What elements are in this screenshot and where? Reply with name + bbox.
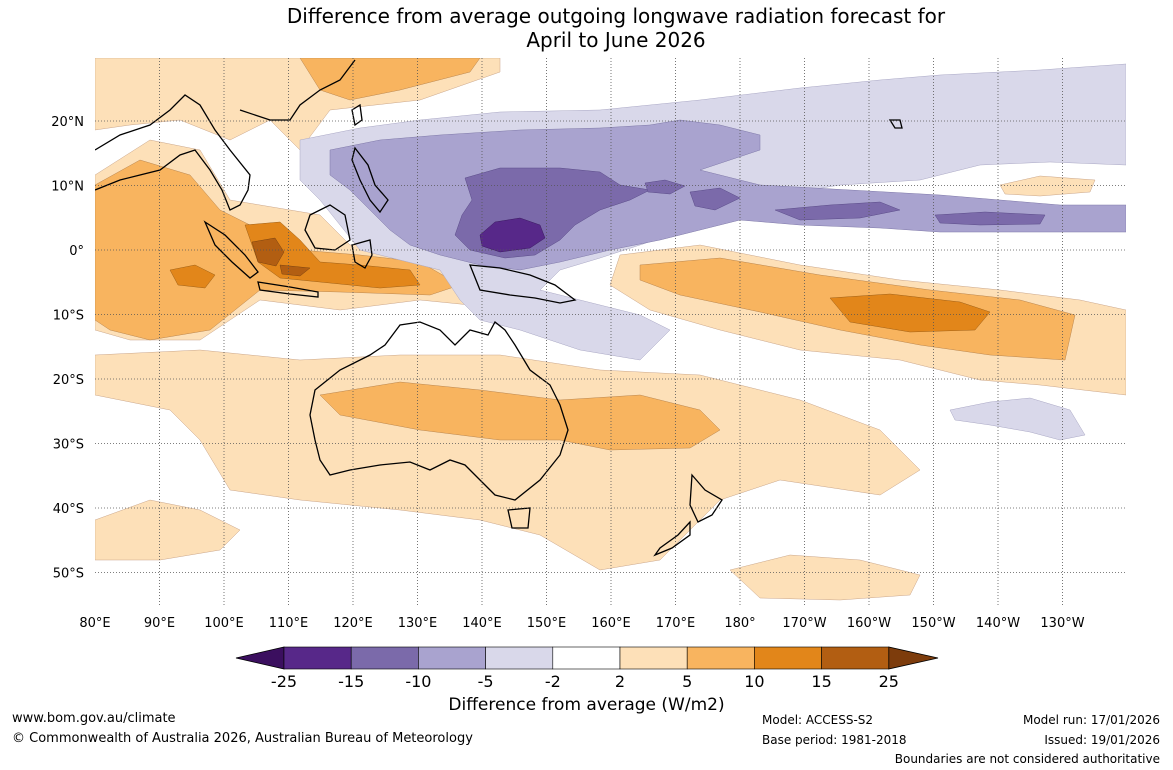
coastline-new-zealand-north xyxy=(689,473,723,523)
latitude-label: 50°S xyxy=(53,567,84,582)
negative-anomaly-light-region xyxy=(949,397,1086,441)
coastline-hawaii xyxy=(888,119,903,129)
latitude-label: 10°S xyxy=(53,309,84,324)
positive-anomaly-light-region xyxy=(95,499,241,561)
longitude-label: 180° xyxy=(724,616,755,631)
coastline-sumatra xyxy=(203,220,259,279)
longitude-label: 130°W xyxy=(1040,616,1084,631)
colorbar-ticks: -25 -15 -10 -5 -2 2 5 10 15 25 xyxy=(271,672,899,691)
longitude-label: 90°E xyxy=(144,616,175,631)
longitude-label: 110°E xyxy=(269,616,309,631)
coastline-sulawesi xyxy=(351,239,373,269)
colorbar-segment xyxy=(350,646,419,670)
colorbar-segment xyxy=(552,646,621,670)
longitude-labels: 80°E 90°E 100°E 110°E 120°E 130°E 140°E 150°E 16… xyxy=(79,616,1084,631)
longitude-label: 170°E xyxy=(656,616,696,631)
positive-anomaly-light-region xyxy=(999,175,1096,197)
longitude-label: 140°W xyxy=(976,616,1020,631)
model-name: Model: ACCESS-S2 xyxy=(762,713,874,727)
colorbar-segment xyxy=(485,646,554,670)
coastline-philippines xyxy=(351,146,389,214)
colorbar xyxy=(235,646,939,670)
anomaly-shading xyxy=(95,58,1126,601)
colorbar-segment xyxy=(418,646,486,670)
positive-anomaly-extreme-region xyxy=(251,237,285,267)
colorbar-max-arrow xyxy=(888,646,939,670)
longitude-label: 120°E xyxy=(333,616,373,631)
longitude-label: 100°E xyxy=(204,616,244,631)
colorbar-tick-label: -5 xyxy=(478,672,494,691)
positive-anomaly-strong-region xyxy=(169,264,216,289)
colorbar-tick-label: 2 xyxy=(615,672,625,691)
latitude-labels: 20°N 10°N 0° 10°S 20°S 30°S 40°S 50°S xyxy=(51,115,84,582)
positive-anomaly-medium-region xyxy=(319,381,721,451)
latitude-label: 20°N xyxy=(51,115,84,130)
colorbar-segment xyxy=(283,646,352,670)
colorbar-segment xyxy=(754,646,822,670)
longitude-label: 170°W xyxy=(782,616,826,631)
colorbar-segment xyxy=(686,646,755,670)
latitude-label: 10°N xyxy=(51,180,84,195)
base-period: Base period: 1981-2018 xyxy=(762,733,907,747)
positive-anomaly-strong-region xyxy=(829,293,991,333)
negative-anomaly-strong-region xyxy=(774,201,901,221)
positive-anomaly-light-region xyxy=(729,554,921,601)
colorbar-tick-label: -15 xyxy=(338,672,364,691)
longitude-label: 150°E xyxy=(527,616,567,631)
coastline-borneo xyxy=(304,204,351,251)
longitude-label: 80°E xyxy=(79,616,110,631)
latitude-label: 0° xyxy=(69,244,84,259)
coastline-asia-mainland xyxy=(95,94,251,211)
latitude-label: 20°S xyxy=(53,373,84,388)
colorbar-tick-label: 10 xyxy=(744,672,764,691)
longitude-label: 160°W xyxy=(847,616,891,631)
coastline-australia xyxy=(309,321,569,501)
latitude-label: 30°S xyxy=(53,438,84,453)
colorbar-segment xyxy=(619,646,688,670)
graticule xyxy=(95,58,1126,606)
colorbar-tick-label: -25 xyxy=(271,672,297,691)
negative-anomaly-extreme-region xyxy=(479,217,546,253)
longitude-label: 150°W xyxy=(911,616,955,631)
title-line-1: Difference from average outgoing longwav… xyxy=(286,4,946,28)
map-title: Difference from average outgoing longwav… xyxy=(0,4,1173,52)
model-run-date: Model run: 17/01/2026 xyxy=(1022,713,1160,727)
colorbar-tick-label: 5 xyxy=(682,672,692,691)
coastline-china xyxy=(239,59,356,121)
issued-date: Issued: 19/01/2026 xyxy=(1044,733,1160,747)
negative-anomaly-strong-region xyxy=(934,211,1046,226)
longitude-label: 140°E xyxy=(462,616,502,631)
coastline-tasmania xyxy=(507,507,531,529)
colorbar-tick-label: -2 xyxy=(545,672,561,691)
colorbar-tick-label: 25 xyxy=(879,672,899,691)
coastline-new-guinea xyxy=(468,264,577,304)
colorbar-tick-label: -10 xyxy=(405,672,431,691)
longitude-label: 160°E xyxy=(591,616,631,631)
boundaries-disclaimer: Boundaries are not considered authoritat… xyxy=(894,752,1160,766)
title-line-2: April to June 2026 xyxy=(526,28,706,52)
colorbar-segment xyxy=(821,646,890,670)
copyright-text: © Commonwealth of Australia 2026, Austra… xyxy=(12,731,473,746)
positive-anomaly-light-region xyxy=(95,349,921,571)
website-link[interactable]: www.bom.gov.au/climate xyxy=(12,711,176,726)
latitude-label: 40°S xyxy=(53,502,84,517)
coastlines xyxy=(95,59,903,557)
negative-anomaly-strong-region xyxy=(644,179,686,195)
positive-anomaly-extreme-region xyxy=(279,264,311,277)
coastline-taiwan xyxy=(351,103,363,127)
coastline-new-zealand-south xyxy=(653,520,691,557)
colorbar-min-arrow xyxy=(235,646,285,670)
colorbar-tick-label: 15 xyxy=(811,672,831,691)
colorbar-title: Difference from average (W/m2) xyxy=(448,695,725,715)
coastline-java xyxy=(257,281,319,298)
longitude-label: 130°E xyxy=(398,616,438,631)
negative-anomaly-strong-region xyxy=(689,187,741,211)
